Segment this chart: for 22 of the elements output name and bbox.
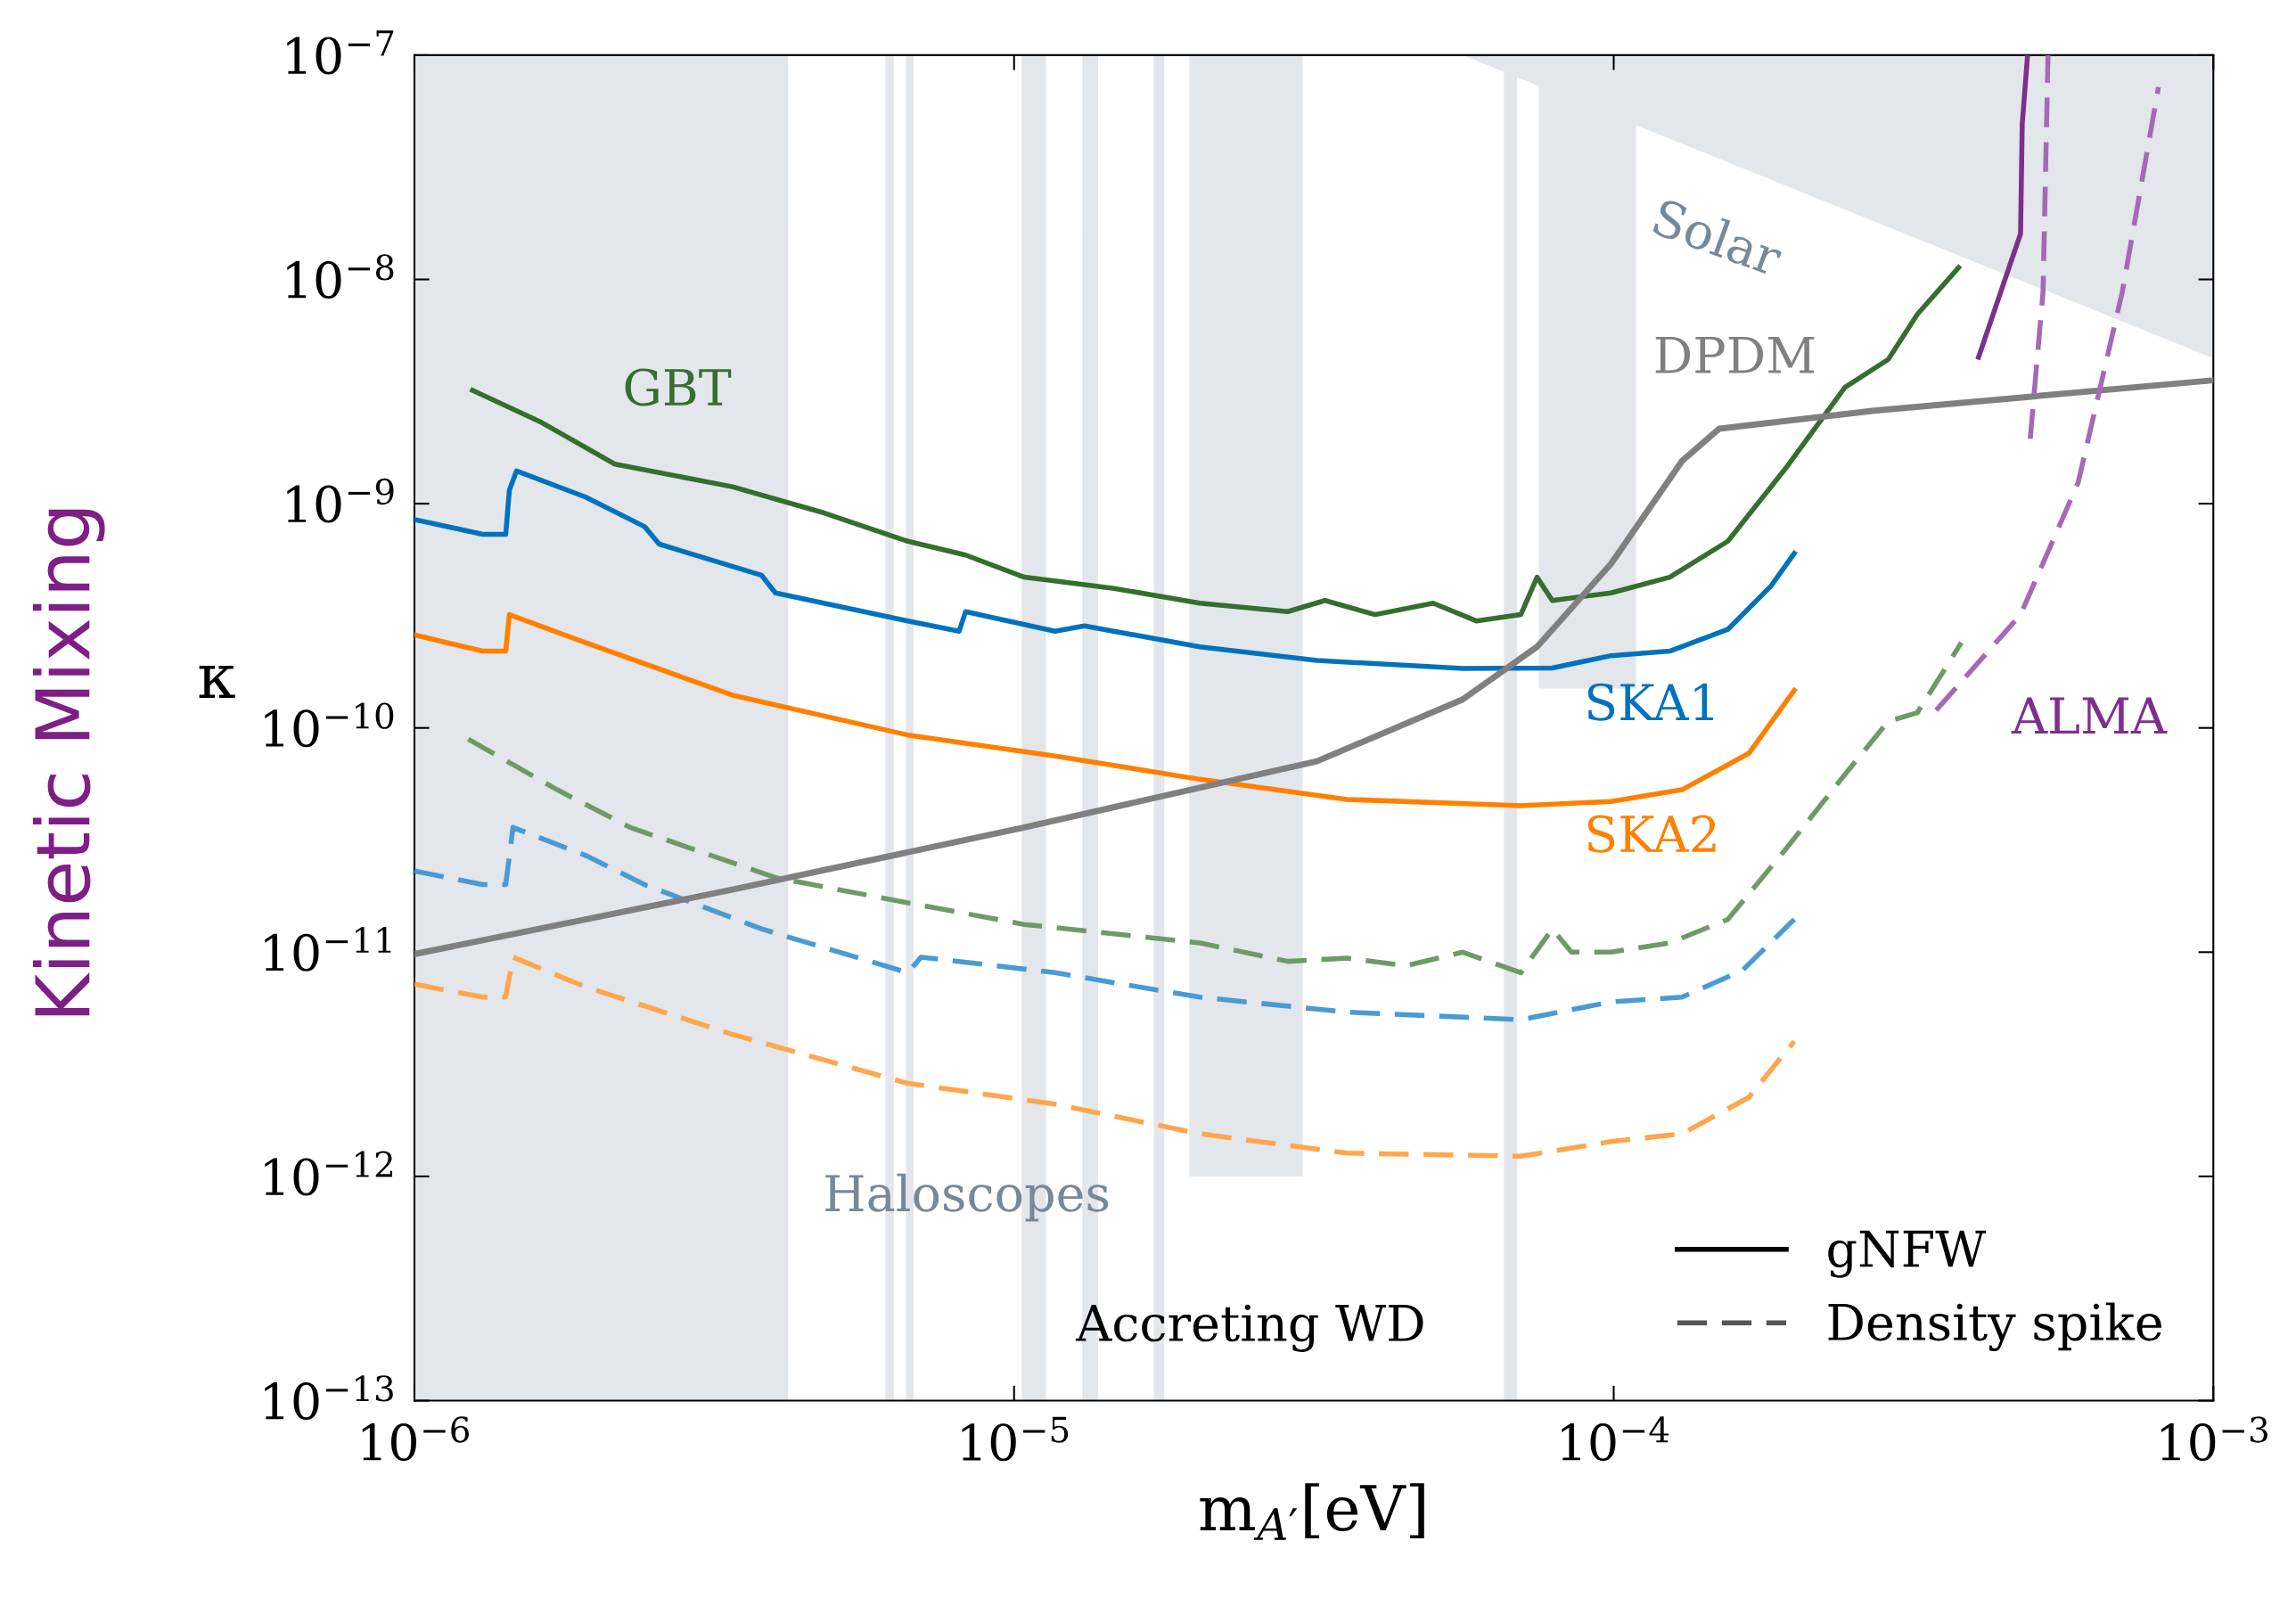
x-axis-title: m$_{A′}$[eV] (1200, 1483, 1424, 1540)
series-label: SKA1 (1587, 683, 1714, 721)
y-tick-label: 10$^{−8}$ (287, 254, 394, 299)
legend-label: Density spike (1828, 1302, 2161, 1351)
text: Kinetic Mixing (32, 509, 105, 1016)
series-label: DPDM (1655, 336, 1815, 373)
text: ALMA (2011, 697, 2168, 734)
series-label: SKA2 (1587, 815, 1716, 853)
y-tick-label: 10$^{−9}$ (287, 478, 394, 523)
x-tick-label: 10$^{−3}$ (2161, 1416, 2267, 1462)
series-label: GBT (625, 368, 732, 406)
annotation: Solar (1652, 197, 1786, 277)
annotation: Accreting WD (1075, 1304, 1423, 1352)
y-tick-label: 10$^{−12}$ (265, 1151, 392, 1196)
y-tick-label: 10$^{−10}$ (265, 702, 394, 748)
legend-label: gNFW (1828, 1230, 1987, 1278)
x-tick-label: 10$^{−5}$ (962, 1416, 1069, 1462)
y-axis-title: κ (199, 666, 235, 699)
annotation: Haloscopes (825, 1173, 1109, 1222)
x-tick-label: 10$^{−4}$ (1562, 1416, 1669, 1462)
y-tick-label: 10$^{−7}$ (287, 30, 394, 75)
y-tick-label: 10$^{−11}$ (265, 926, 391, 971)
